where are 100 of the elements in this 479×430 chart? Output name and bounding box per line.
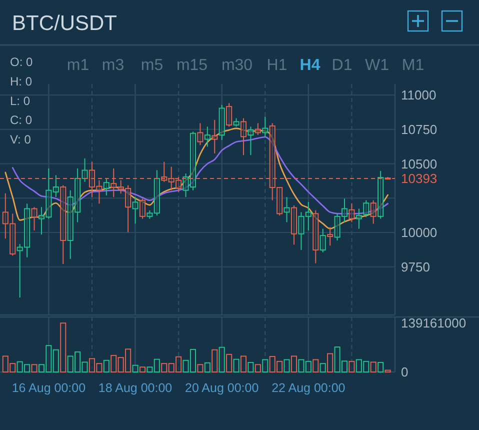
bar xyxy=(320,363,326,372)
text: m3 xyxy=(102,57,124,74)
bar xyxy=(118,357,124,372)
bar xyxy=(298,359,304,372)
bar xyxy=(67,356,74,372)
candlestick xyxy=(132,196,138,224)
candlestick xyxy=(240,118,247,156)
candlestick xyxy=(248,126,254,156)
text: W1 xyxy=(365,57,390,74)
x-tick-label: 20 Aug 00:00 xyxy=(185,381,259,395)
bar xyxy=(139,366,146,372)
candlestick xyxy=(38,206,45,236)
candlestick xyxy=(356,208,362,230)
bar xyxy=(182,360,189,372)
text: m1 xyxy=(66,57,90,74)
candlestick xyxy=(52,174,59,198)
bar xyxy=(125,348,132,372)
candlestick xyxy=(16,243,23,298)
bar xyxy=(370,362,376,372)
bar xyxy=(248,362,254,372)
text: m15 xyxy=(176,57,208,74)
y-tick-label: 11000 xyxy=(401,88,436,103)
chart-title: BTC/USDT xyxy=(12,12,118,35)
bar xyxy=(31,364,38,372)
bar xyxy=(312,359,319,372)
y-tick-label: 9750 xyxy=(401,259,430,274)
annotation: V: 0 xyxy=(10,132,32,146)
bar xyxy=(146,366,153,372)
candlestick xyxy=(363,200,370,218)
bar xyxy=(132,364,138,372)
x-tick-label: 22 Aug 00:00 xyxy=(272,381,346,395)
annotation: L: 0 xyxy=(10,94,30,108)
candlestick xyxy=(82,158,88,182)
candlestick xyxy=(226,102,232,128)
bar xyxy=(348,360,355,372)
text: m5 xyxy=(140,57,164,74)
bar xyxy=(96,363,102,372)
bar xyxy=(363,360,370,372)
bar xyxy=(110,354,117,372)
text: D1 xyxy=(332,57,352,74)
bar xyxy=(197,364,204,372)
bar xyxy=(305,360,312,372)
bar xyxy=(218,346,225,372)
ref-line-label: 10393 xyxy=(401,171,438,186)
bar xyxy=(46,345,52,372)
candlestick xyxy=(218,104,225,140)
candlestick xyxy=(348,203,355,223)
annotation: H: 0 xyxy=(10,74,32,88)
bar xyxy=(290,356,298,372)
y-tick-label: 10750 xyxy=(401,122,438,137)
candlestick xyxy=(305,201,312,231)
y-tick-label: 0 xyxy=(401,364,408,380)
candlestick xyxy=(125,184,132,233)
candlestick xyxy=(290,204,298,246)
bar xyxy=(161,363,168,372)
candlestick xyxy=(212,119,218,154)
y-tick-label: 10500 xyxy=(401,156,438,172)
bar xyxy=(276,360,283,372)
bar xyxy=(52,349,59,372)
bar xyxy=(269,356,276,372)
candlestick xyxy=(341,198,348,223)
candlestick xyxy=(60,184,66,264)
text: M1 xyxy=(402,57,424,74)
candlestick xyxy=(67,190,74,260)
candlestick xyxy=(298,212,304,250)
candlestick xyxy=(378,170,384,220)
bar xyxy=(24,364,30,372)
bar xyxy=(254,364,261,372)
candlestick xyxy=(370,200,376,224)
bar xyxy=(74,351,81,372)
candlestick xyxy=(10,213,16,256)
bar xyxy=(356,359,362,372)
candlestick xyxy=(46,168,52,220)
candlestick xyxy=(31,206,38,231)
x-tick-label: 16 Aug 00:00 xyxy=(12,381,86,395)
candlestick xyxy=(146,210,153,220)
bar xyxy=(10,363,16,372)
y-tick-label: 10000 xyxy=(401,225,438,240)
bar xyxy=(82,362,88,372)
y-tick-label: 139161000 xyxy=(401,316,466,331)
bar xyxy=(284,359,290,372)
candlestick xyxy=(154,170,160,216)
candlestick xyxy=(327,226,334,246)
text: m30 xyxy=(221,57,253,74)
text: H4 xyxy=(300,57,320,74)
x-tick-label: 18 Aug 00:00 xyxy=(98,381,172,395)
candlestick xyxy=(24,203,30,258)
candlestick xyxy=(74,168,81,223)
candlestick xyxy=(262,116,268,138)
bar xyxy=(262,359,268,372)
bar xyxy=(2,356,8,372)
candlestick xyxy=(190,131,196,191)
candlestick xyxy=(204,126,210,148)
bar xyxy=(38,364,45,372)
bar xyxy=(190,348,196,372)
bar xyxy=(154,358,160,372)
candlestick xyxy=(182,173,189,198)
candlestick xyxy=(284,196,290,223)
candlestick xyxy=(276,186,283,216)
bar xyxy=(226,354,232,372)
